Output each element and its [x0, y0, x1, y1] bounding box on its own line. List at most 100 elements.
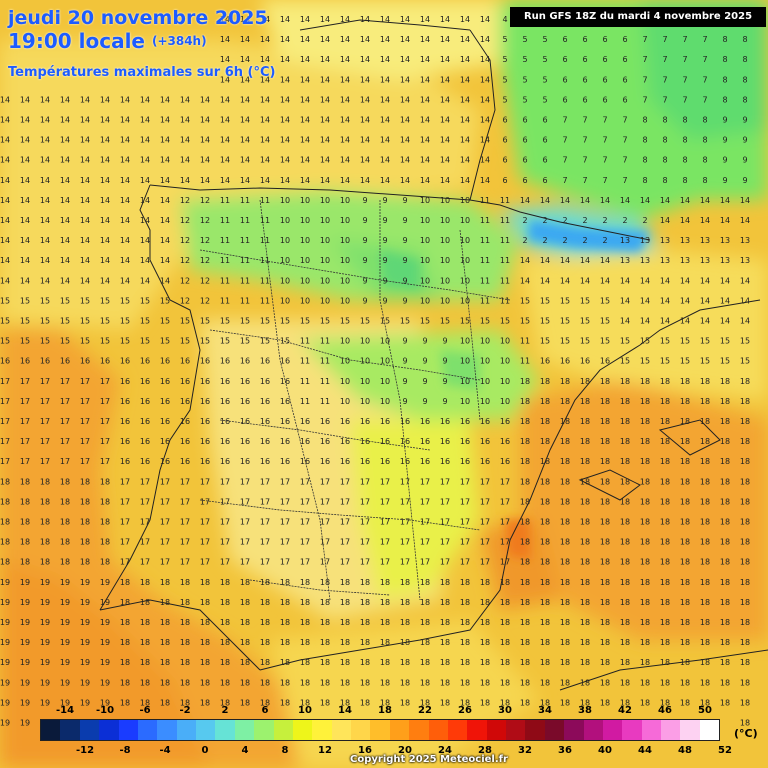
grid-value: 18 — [740, 578, 750, 587]
grid-value: 19 — [100, 578, 110, 587]
grid-value: 7 — [602, 176, 607, 185]
grid-value: 15 — [80, 317, 90, 326]
legend-tick-bottom: 32 — [518, 745, 532, 756]
color-legend: -14 -10 -6 -2 2 6 10 14 18 22 26 30 34 38 42 46 50 -12 -8-… — [40, 705, 760, 756]
grid-value: 18 — [520, 598, 530, 607]
grid-value: 18 — [640, 558, 650, 567]
grid-value: 14 — [340, 55, 350, 64]
grid-value: 18 — [80, 477, 90, 486]
grid-value: 19 — [20, 678, 30, 687]
grid-value: 14 — [600, 196, 610, 205]
grid-value: 17 — [240, 497, 250, 506]
legend-tick-top: 2 — [221, 705, 229, 716]
grid-value: 16 — [460, 417, 470, 426]
grid-value: 14 — [180, 176, 190, 185]
grid-value: 16 — [420, 437, 430, 446]
grid-value: 14 — [320, 75, 330, 84]
grid-value: 14 — [40, 276, 50, 285]
grid-value: 14 — [220, 136, 230, 145]
grid-value: 15 — [580, 337, 590, 346]
grid-value: 16 — [200, 437, 210, 446]
grid-value: 11 — [500, 236, 510, 245]
grid-value: 11 — [500, 256, 510, 265]
grid-value: 18 — [640, 457, 650, 466]
grid-value: 14 — [60, 136, 70, 145]
grid-value: 18 — [460, 698, 470, 707]
grid-value: 18 — [500, 698, 510, 707]
grid-value: 7 — [702, 95, 707, 104]
grid-value: 18 — [660, 698, 670, 707]
grid-value: 14 — [620, 296, 630, 305]
grid-value: 10 — [480, 397, 490, 406]
grid-value: 8 — [722, 55, 727, 64]
grid-value: 15 — [0, 296, 10, 305]
grid-value: 16 — [400, 437, 410, 446]
grid-value: 14 — [200, 95, 210, 104]
grid-value: 14 — [260, 95, 270, 104]
grid-value: 14 — [0, 95, 10, 104]
grid-value: 14 — [380, 15, 390, 24]
grid-value: 18 — [540, 457, 550, 466]
grid-value: 18 — [480, 598, 490, 607]
grid-value: 10 — [460, 196, 470, 205]
grid-value: 15 — [120, 317, 130, 326]
grid-value: 14 — [580, 256, 590, 265]
grid-value: 18 — [620, 558, 630, 567]
grid-value: 17 — [20, 437, 30, 446]
grid-value: 14 — [480, 55, 490, 64]
grid-value: 18 — [80, 518, 90, 527]
legend-swatch — [312, 720, 332, 740]
grid-value: 7 — [682, 35, 687, 44]
grid-value: 14 — [40, 236, 50, 245]
grid-value: 17 — [280, 538, 290, 547]
grid-value: 5 — [542, 35, 547, 44]
grid-value: 9 — [402, 397, 407, 406]
grid-value: 15 — [320, 317, 330, 326]
legend-tick-top: -10 — [95, 705, 115, 716]
grid-value: 18 — [360, 698, 370, 707]
grid-value: 14 — [60, 236, 70, 245]
grid-value: 17 — [480, 538, 490, 547]
grid-value: 10 — [280, 296, 290, 305]
grid-value: 16 — [500, 437, 510, 446]
legend-swatch — [79, 720, 100, 740]
grid-value: 17 — [180, 558, 190, 567]
grid-value: 18 — [40, 477, 50, 486]
grid-value: 14 — [360, 136, 370, 145]
grid-value: 15 — [500, 317, 510, 326]
grid-value: 14 — [740, 216, 750, 225]
grid-value: 8 — [662, 116, 667, 125]
grid-value: 14 — [280, 55, 290, 64]
grid-value: 19 — [80, 658, 90, 667]
grid-value: 6 — [602, 75, 607, 84]
grid-value: 18 — [60, 497, 70, 506]
grid-value: 10 — [360, 397, 370, 406]
grid-value: 18 — [620, 638, 630, 647]
grid-value: 10 — [480, 377, 490, 386]
grid-value: 18 — [500, 618, 510, 627]
grid-value: 18 — [740, 477, 750, 486]
grid-value: 15 — [540, 296, 550, 305]
grid-value: 14 — [720, 196, 730, 205]
grid-value: 14 — [80, 256, 90, 265]
grid-value: 18 — [580, 658, 590, 667]
grid-value: 18 — [620, 477, 630, 486]
map-title: jeudi 20 novembre 2025 19:00 locale (+38… — [8, 8, 275, 81]
legend-swatch — [506, 720, 526, 740]
grid-value: 14 — [300, 35, 310, 44]
grid-value: 14 — [100, 216, 110, 225]
grid-value: 13 — [660, 256, 670, 265]
grid-value: 18 — [620, 678, 630, 687]
grid-value: 8 — [702, 176, 707, 185]
grid-value: 18 — [180, 638, 190, 647]
grid-value: 13 — [700, 256, 710, 265]
grid-value: 18 — [340, 618, 350, 627]
grid-value: 14 — [40, 196, 50, 205]
grid-value: 7 — [602, 156, 607, 165]
grid-value: 18 — [240, 698, 250, 707]
grid-value: 18 — [720, 417, 730, 426]
grid-value: 14 — [640, 296, 650, 305]
grid-value: 8 — [642, 176, 647, 185]
grid-value: 10 — [300, 216, 310, 225]
grid-value: 14 — [80, 176, 90, 185]
